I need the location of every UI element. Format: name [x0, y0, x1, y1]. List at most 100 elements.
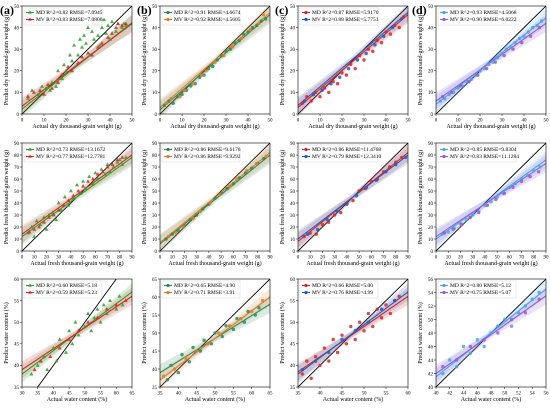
data-point — [322, 346, 327, 350]
legend-box — [437, 7, 517, 26]
plot-content — [160, 6, 270, 114]
plot-frame — [159, 142, 271, 252]
data-point — [315, 227, 320, 232]
data-point — [70, 341, 75, 346]
plot-content — [22, 6, 132, 114]
plot-content — [160, 279, 270, 387]
y-tick-label: 10 — [152, 238, 158, 243]
y-tick-label: 0 — [155, 250, 158, 255]
data-point — [66, 198, 71, 202]
y-tick-label: 50 — [428, 190, 434, 195]
data-point — [180, 352, 184, 357]
data-point — [528, 174, 532, 179]
y-tick-label: 55 — [290, 299, 296, 304]
data-point — [120, 23, 124, 28]
data-point — [187, 360, 192, 364]
y-tick-label: 90 — [290, 142, 296, 147]
data-point — [82, 33, 86, 37]
legend-label: MV R^2=0.83 RMSE=7.0800 — [36, 17, 103, 23]
data-point — [379, 316, 384, 320]
fit-line-md — [298, 295, 408, 373]
data-point — [32, 227, 37, 231]
data-point — [526, 30, 531, 34]
x-axis-label: Actual water content (%) — [185, 396, 245, 403]
legend-marker — [166, 290, 170, 295]
data-point — [237, 38, 241, 43]
data-point — [99, 167, 104, 171]
data-point — [54, 84, 58, 88]
data-point — [32, 90, 36, 94]
plot-content — [436, 6, 546, 114]
legend-box — [23, 144, 103, 163]
data-point — [519, 179, 524, 184]
data-point — [335, 82, 340, 86]
y-tick-label: 10 — [152, 91, 158, 96]
x-tick-label: 30 — [500, 119, 506, 124]
plot-frame — [297, 5, 409, 115]
data-point — [344, 342, 349, 346]
data-point — [313, 355, 318, 359]
data-point — [397, 25, 401, 30]
data-point — [216, 331, 221, 335]
data-point — [536, 170, 541, 174]
x-tick-label: 50 — [502, 392, 508, 397]
data-point — [87, 174, 92, 178]
data-point — [475, 338, 479, 342]
x-tick-label: 10 — [32, 256, 38, 261]
legend-label: MD R^2=0.73 RMSE=13.1672 — [36, 147, 106, 153]
data-point — [225, 186, 229, 191]
data-point — [51, 212, 56, 217]
data-point — [54, 358, 59, 363]
y-tick-label: 0 — [431, 113, 434, 118]
plot-content — [160, 143, 270, 251]
x-tick-label: 20 — [202, 119, 208, 124]
data-point — [182, 88, 186, 92]
data-point — [29, 371, 34, 376]
x-tick-label: 40 — [434, 392, 440, 397]
data-point — [535, 23, 539, 28]
data-point — [349, 324, 353, 329]
x-tick-label: 60 — [507, 256, 513, 261]
plot-content — [22, 279, 132, 387]
y-tick-label: 40 — [152, 202, 158, 207]
data-point — [522, 34, 526, 38]
data-point — [344, 73, 349, 77]
x-tick-label: 40 — [344, 256, 350, 261]
data-point — [62, 194, 67, 199]
data-point — [181, 225, 185, 229]
data-point — [71, 193, 76, 198]
data-point — [537, 297, 541, 301]
data-point — [357, 189, 361, 193]
data-point — [101, 302, 106, 307]
data-point — [116, 21, 120, 26]
x-tick-label: 70 — [381, 256, 387, 261]
data-point — [222, 53, 226, 58]
data-point — [538, 165, 542, 169]
data-point — [110, 19, 114, 24]
y-tick-label: 50 — [428, 5, 434, 10]
data-point — [231, 327, 236, 332]
y-tick-label: 20 — [428, 70, 434, 75]
data-point — [366, 311, 371, 316]
data-point — [401, 15, 406, 19]
data-point — [114, 302, 119, 307]
data-point — [68, 188, 73, 193]
x-axis-label: Actual fresh thousand-grain weight (g) — [168, 260, 261, 267]
data-point — [464, 218, 469, 222]
x-tick-label: 50 — [495, 256, 501, 261]
x-tick-label: 45 — [67, 392, 73, 397]
data-point — [86, 311, 90, 315]
data-point — [51, 345, 56, 350]
data-point — [369, 179, 374, 184]
data-point — [327, 350, 331, 355]
x-tick-label: 80 — [117, 256, 123, 261]
x-tick-label: 10 — [42, 119, 48, 124]
data-point — [458, 84, 462, 88]
data-point — [44, 227, 49, 231]
data-point — [48, 88, 52, 92]
data-point — [446, 230, 450, 234]
data-point — [86, 50, 90, 55]
